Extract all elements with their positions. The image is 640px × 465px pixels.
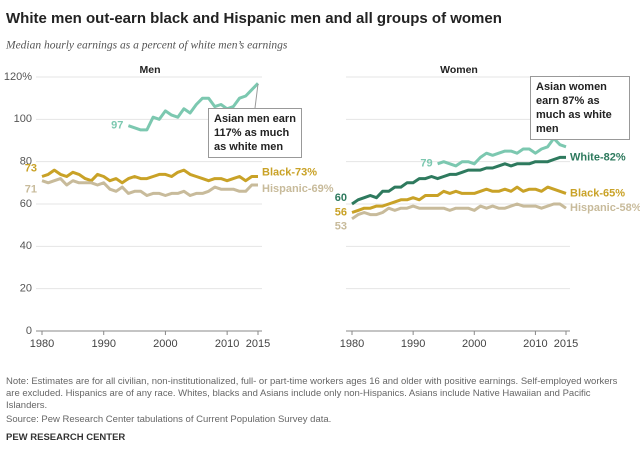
- x-tick-label: 1980: [30, 338, 54, 350]
- end-label: Hispanic-69%: [262, 183, 334, 195]
- x-tick-label: 1990: [91, 338, 115, 350]
- line: [127, 82, 260, 132]
- start-label: 56: [335, 206, 347, 218]
- y-tick-label: 80: [20, 156, 32, 168]
- panel-title: Men: [140, 64, 161, 76]
- start-label: 97: [111, 120, 123, 132]
- page-title: White men out-earn black and Hispanic me…: [6, 10, 502, 27]
- x-tick-label: 2015: [554, 338, 578, 350]
- page-subtitle: Median hourly earnings as a percent of w…: [5, 40, 288, 52]
- x-tick-label: 1980: [340, 338, 364, 350]
- start-label: 71: [25, 184, 37, 196]
- x-tick-label: 2000: [462, 338, 486, 350]
- end-label: White-82%: [570, 151, 626, 163]
- x-tick-label: 1990: [401, 338, 425, 350]
- x-tick-label: 2000: [153, 338, 177, 350]
- annotation: Asian women earn 87% as much as white me…: [530, 76, 630, 140]
- annotation-pointer: [254, 83, 259, 109]
- end-label: Black-73%: [262, 166, 317, 178]
- line: [41, 177, 258, 197]
- note: Note: Estimates are for all civilian, no…: [6, 376, 618, 411]
- source: Source: Pew Research Center tabulations …: [6, 414, 332, 425]
- credit: PEW RESEARCH CENTER: [6, 432, 126, 443]
- end-label: Hispanic-58%: [570, 202, 640, 214]
- y-tick-label: 120%: [4, 71, 32, 83]
- x-tick-label: 2010: [215, 338, 239, 350]
- line: [351, 155, 566, 206]
- y-tick-label: 60: [20, 198, 32, 210]
- start-label: 53: [335, 221, 347, 233]
- x-tick-label: 2010: [523, 338, 547, 350]
- y-tick-label: 40: [20, 240, 32, 252]
- start-label: 60: [335, 192, 347, 204]
- x-tick-label: 2015: [246, 338, 270, 350]
- start-label: 79: [420, 158, 432, 170]
- panel-title: Women: [440, 64, 478, 76]
- line: [351, 185, 567, 214]
- start-label: 73: [25, 162, 37, 174]
- y-tick-label: 0: [26, 325, 32, 337]
- line: [437, 136, 567, 168]
- line: [41, 168, 258, 185]
- y-tick-label: 100: [14, 113, 32, 125]
- y-tick-label: 20: [20, 283, 32, 295]
- annotation: Asian men earn 117% as much as white men: [208, 108, 302, 158]
- end-label: Black-65%: [570, 187, 625, 199]
- line: [351, 202, 567, 221]
